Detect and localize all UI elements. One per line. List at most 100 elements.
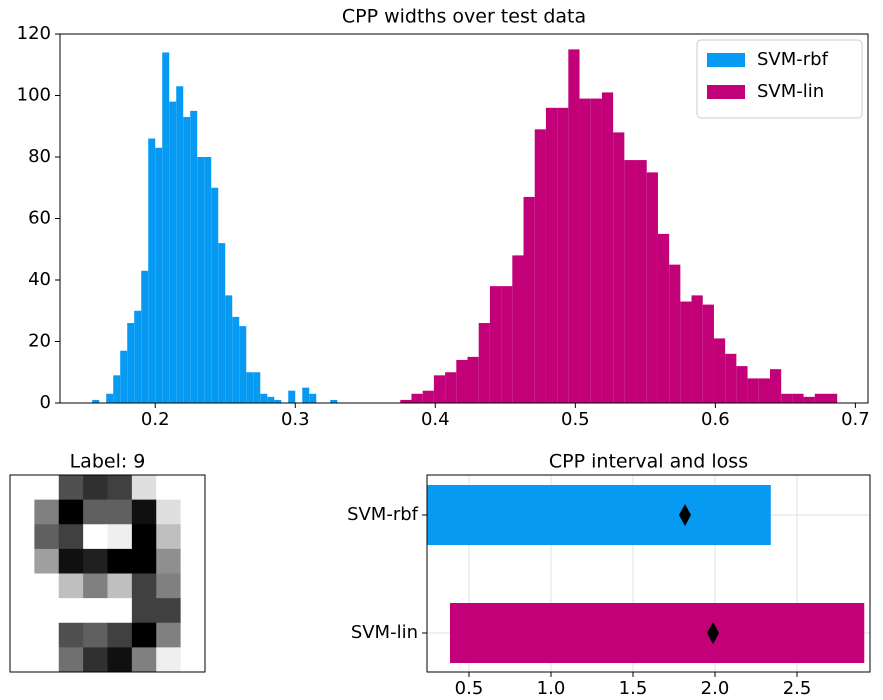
pixel xyxy=(180,598,206,624)
pixel xyxy=(58,573,84,599)
histogram-bar xyxy=(176,86,184,404)
interval-bar xyxy=(449,603,865,663)
histogram-bar xyxy=(422,390,434,403)
pixel xyxy=(10,475,35,501)
axes-frame xyxy=(9,474,206,673)
pixel xyxy=(58,499,84,525)
histogram-bar xyxy=(579,98,591,403)
histogram-bar xyxy=(411,393,423,403)
pixel xyxy=(34,548,60,574)
pixel xyxy=(180,524,206,550)
histogram-bar xyxy=(758,378,770,403)
histogram-bar xyxy=(211,187,219,403)
histogram-bar xyxy=(204,157,212,403)
pixel xyxy=(10,548,35,574)
histogram-bar xyxy=(512,255,524,403)
pixel xyxy=(131,622,157,648)
pixel xyxy=(107,573,133,599)
pixel xyxy=(107,647,133,673)
histogram-bar xyxy=(590,98,602,403)
pixel xyxy=(83,647,108,673)
pixel xyxy=(180,647,206,673)
legend-label: SVM-lin xyxy=(757,81,824,102)
pixel xyxy=(10,622,35,648)
histogram-bar xyxy=(523,196,535,403)
histogram-bar xyxy=(302,387,310,403)
x-tick-label: 0.3 xyxy=(281,409,310,430)
pixel xyxy=(156,622,182,648)
histogram-bar xyxy=(736,366,748,403)
pixel xyxy=(83,499,108,525)
histogram-bar xyxy=(253,372,261,403)
pixel xyxy=(156,499,182,525)
histogram-bar xyxy=(781,393,793,403)
pixel xyxy=(10,499,35,525)
pixel xyxy=(131,499,157,525)
y-tick-label: SVM-rbf xyxy=(347,504,419,525)
histogram-bar xyxy=(601,92,614,404)
pixel xyxy=(34,475,60,501)
pixel xyxy=(58,647,84,673)
pixel xyxy=(58,548,84,574)
histogram-bar xyxy=(183,117,191,404)
histogram-bar xyxy=(330,399,338,403)
histogram-bar xyxy=(92,399,100,403)
pixel xyxy=(83,524,108,550)
loss-marker xyxy=(678,504,691,526)
histogram-bar xyxy=(792,393,804,403)
histogram-bar xyxy=(691,295,703,403)
pixel xyxy=(107,499,133,525)
pixel xyxy=(180,622,206,648)
histogram-bar xyxy=(456,359,468,403)
pixel xyxy=(107,598,133,624)
histogram-bar xyxy=(288,390,296,403)
y-tick-label: 120 xyxy=(17,23,51,44)
pixel xyxy=(131,598,157,624)
pixel xyxy=(131,573,157,599)
histogram-bar xyxy=(702,304,714,403)
x-tick-label: 1.5 xyxy=(619,678,648,699)
legend-label: SVM-rbf xyxy=(757,49,829,70)
pixel xyxy=(180,548,206,574)
histogram-bar xyxy=(467,356,479,403)
histogram-bar xyxy=(155,147,163,403)
histogram-bar xyxy=(803,396,815,403)
pixel xyxy=(156,573,182,599)
histogram-bar xyxy=(534,129,546,403)
histogram-bar xyxy=(274,399,282,403)
chart-title: CPP interval and loss xyxy=(549,451,748,473)
histogram-bar xyxy=(814,393,826,403)
histogram-bar xyxy=(725,353,737,403)
y-tick-label: 0 xyxy=(40,392,51,413)
histogram-bar xyxy=(106,393,114,403)
histogram-bar xyxy=(218,243,226,403)
histogram-bar xyxy=(624,160,636,403)
pixel xyxy=(34,647,60,673)
chart-title: CPP widths over test data xyxy=(342,6,586,28)
legend-swatch xyxy=(707,85,745,99)
pixel xyxy=(83,573,108,599)
histogram-bar xyxy=(113,375,121,403)
histogram-bar xyxy=(680,301,692,403)
x-tick-label: 0.5 xyxy=(455,678,484,699)
pixel xyxy=(58,475,84,501)
histogram-bar xyxy=(134,310,142,403)
bars xyxy=(427,485,865,663)
loss-marker xyxy=(707,622,720,644)
pixel xyxy=(156,647,182,673)
pixel xyxy=(34,573,60,599)
x-tick-label: 1.0 xyxy=(537,678,566,699)
y-tick-label: 60 xyxy=(28,208,51,229)
pixel xyxy=(180,573,206,599)
pixel xyxy=(156,475,182,501)
histogram-bar xyxy=(225,295,233,403)
axes-frame xyxy=(426,474,871,673)
pixel xyxy=(107,524,133,550)
pixel xyxy=(83,548,108,574)
pixel xyxy=(131,647,157,673)
pixel xyxy=(156,548,182,574)
histogram-bar xyxy=(169,101,177,404)
histogram-bar xyxy=(557,107,569,404)
histogram-bar xyxy=(613,132,625,403)
y-tick-label: SVM-lin xyxy=(351,622,418,643)
